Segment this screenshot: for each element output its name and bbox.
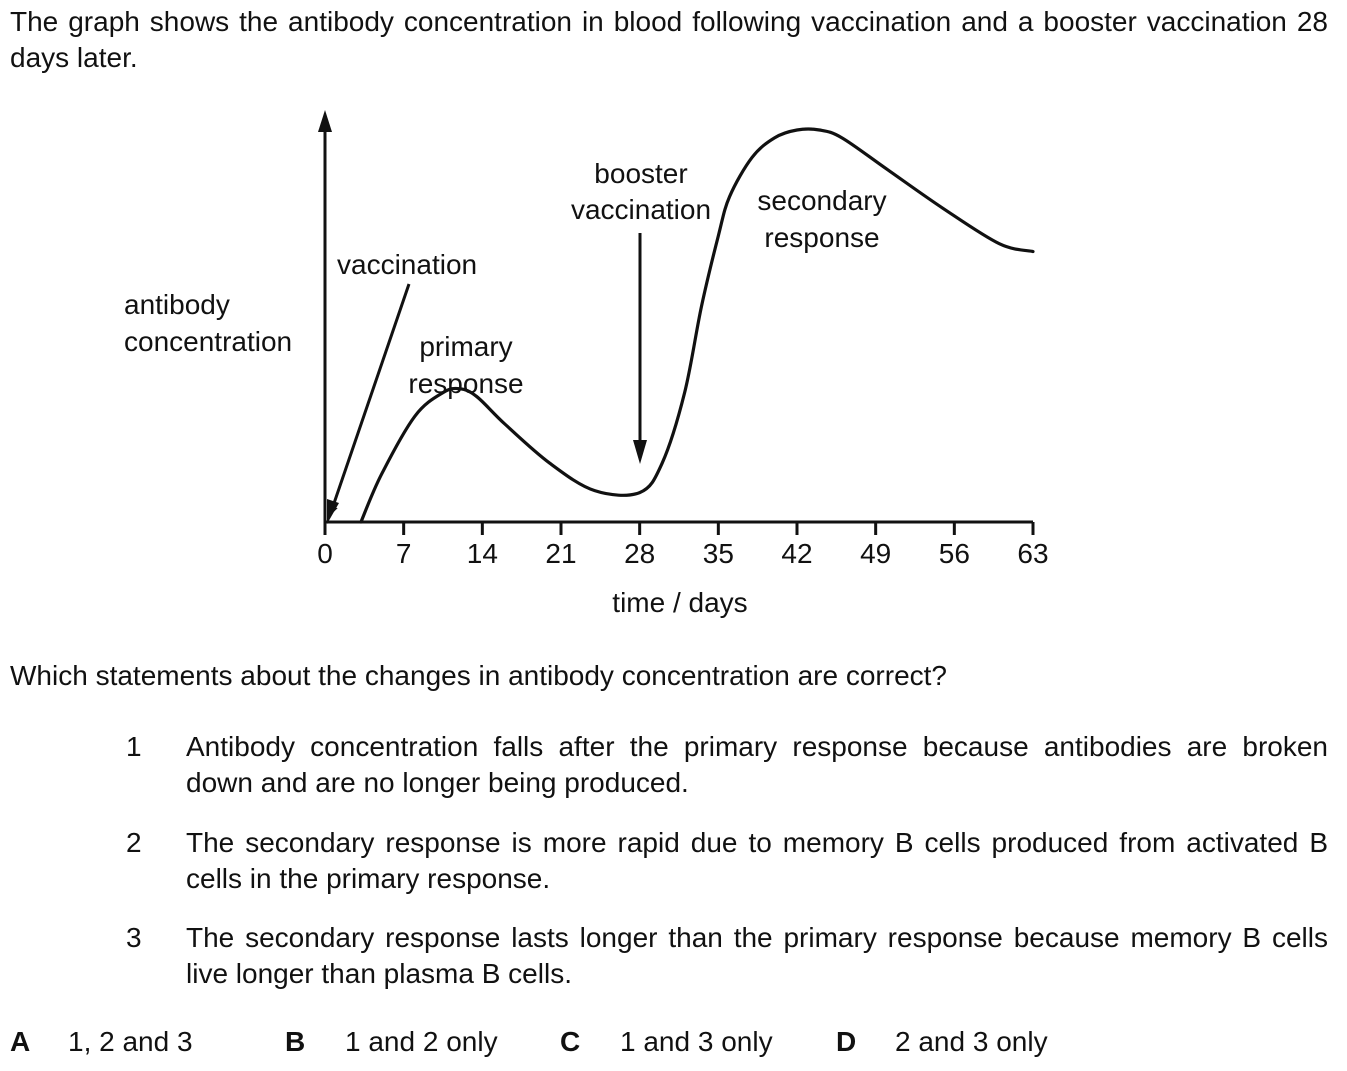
statement-number: 3 xyxy=(126,922,142,953)
x-tick-label: 14 xyxy=(467,538,498,569)
vaccination-label: vaccination xyxy=(337,249,477,280)
option-b-letter[interactable]: B xyxy=(285,1026,306,1057)
primary-response-label-line2: response xyxy=(408,368,523,399)
secondary-response-label-line2: response xyxy=(764,222,879,253)
y-axis-label-line2: concentration xyxy=(124,326,292,357)
option-a-text[interactable]: 1, 2 and 3 xyxy=(68,1026,193,1057)
x-axis-ticks xyxy=(323,522,1035,535)
x-tick-label: 0 xyxy=(317,538,333,569)
antibody-curve xyxy=(359,127,1035,524)
answer-options: A 1, 2 and 3 B 1 and 2 only C 1 and 3 on… xyxy=(0,1024,1347,1064)
x-tick-label: 56 xyxy=(939,538,970,569)
statement-text: Antibody concentration falls after the p… xyxy=(186,731,1328,798)
statement-text: The secondary response lasts longer than… xyxy=(186,922,1328,989)
option-c-text[interactable]: 1 and 3 only xyxy=(620,1026,773,1057)
option-a-letter[interactable]: A xyxy=(10,1026,31,1057)
y-axis-label-line1: antibody xyxy=(124,289,230,320)
x-tick-label: 7 xyxy=(396,538,412,569)
vaccination-arrowhead xyxy=(327,499,339,524)
booster-label-line1: booster xyxy=(594,158,687,189)
x-tick-label: 42 xyxy=(781,538,812,569)
option-d-text[interactable]: 2 and 3 only xyxy=(895,1026,1048,1057)
primary-response-label-line1: primary xyxy=(419,331,512,362)
antibody-graph: 0 7 14 21 28 35 42 49 56 63 antibody concentratio… xyxy=(124,110,1049,618)
x-tick-label: 21 xyxy=(545,538,576,569)
x-tick-label: 63 xyxy=(1017,538,1048,569)
x-axis-label: time / days xyxy=(612,587,747,618)
statement-text: The secondary response is more rapid due… xyxy=(186,827,1328,894)
option-c-letter[interactable]: C xyxy=(560,1026,581,1057)
x-axis-tick-labels: 0 7 14 21 28 35 42 49 56 63 xyxy=(317,538,1048,569)
x-tick-label: 49 xyxy=(860,538,891,569)
booster-label-line2: vaccination xyxy=(571,194,711,225)
booster-arrowhead xyxy=(633,440,647,464)
option-b-text[interactable]: 1 and 2 only xyxy=(345,1026,498,1057)
x-tick-label: 35 xyxy=(703,538,734,569)
question-text: Which statements about the changes in an… xyxy=(10,660,947,691)
x-tick-label: 28 xyxy=(624,538,655,569)
statement-number: 2 xyxy=(126,827,142,858)
y-axis-arrowhead xyxy=(318,110,332,132)
option-d-letter[interactable]: D xyxy=(836,1026,857,1057)
secondary-response-label-line1: secondary xyxy=(757,185,886,216)
question-intro: The graph shows the antibody concentrati… xyxy=(10,6,1328,73)
statement-number: 1 xyxy=(126,731,142,762)
vaccination-arrow xyxy=(328,283,411,516)
